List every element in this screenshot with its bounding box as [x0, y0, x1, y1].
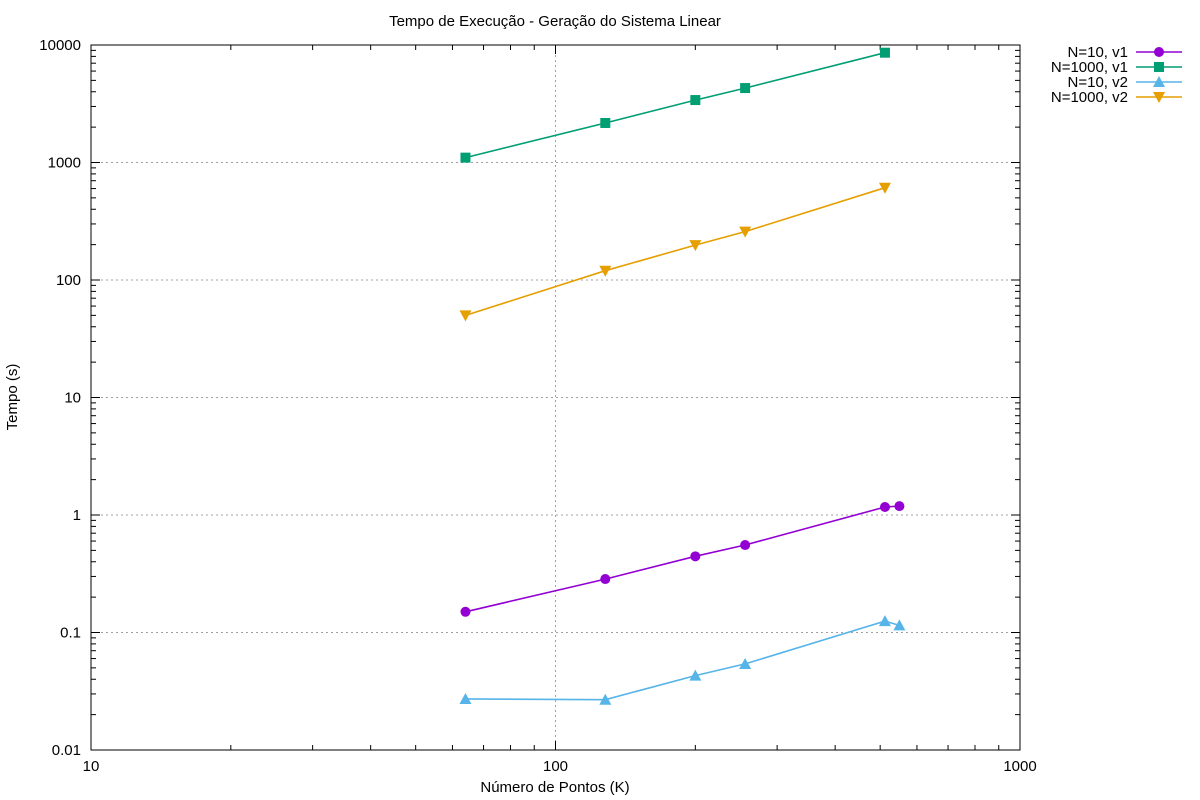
data-point — [894, 501, 905, 512]
data-point — [879, 47, 890, 58]
legend-swatch-marker — [1153, 76, 1165, 87]
y-tick-label: 1000 — [48, 155, 81, 172]
data-point — [459, 692, 472, 704]
x-axis-label: Número de Pontos (K) — [480, 779, 629, 796]
legend-label: N=10, v1 — [1068, 44, 1128, 61]
y-tick-label: 0.1 — [60, 625, 81, 642]
data-point — [739, 226, 752, 238]
legend-item: N=10, v1 — [1068, 44, 1182, 61]
data-point — [879, 501, 890, 512]
legend-swatch-marker — [1153, 92, 1165, 103]
data-point — [460, 152, 471, 163]
data-point — [600, 117, 611, 128]
y-tick-label: 0.01 — [52, 742, 81, 759]
x-tick-label: 10 — [83, 758, 100, 775]
series-3 — [459, 615, 906, 705]
legend-label: N=10, v2 — [1068, 74, 1128, 91]
data-point — [878, 615, 891, 627]
y-tick-label: 100 — [56, 272, 81, 289]
series-4 — [459, 182, 891, 322]
y-axis-label: Tempo (s) — [4, 364, 21, 431]
grid-lines — [91, 45, 1020, 750]
series-line — [465, 51, 886, 159]
data-point — [460, 606, 471, 617]
data-point — [689, 669, 702, 681]
chart-title: Tempo de Execução - Geração do Sistema L… — [389, 13, 721, 30]
x-tick-label: 100 — [543, 758, 568, 775]
series-2 — [460, 47, 890, 163]
data-point — [690, 551, 701, 562]
legend-label: N=1000, v1 — [1051, 59, 1128, 76]
data-point — [599, 265, 612, 277]
series-line — [465, 505, 900, 613]
data-point — [690, 95, 701, 106]
y-tick-label: 1 — [73, 507, 81, 524]
data-point — [878, 182, 891, 194]
data-point — [459, 310, 472, 322]
y-tick-label: 10 — [64, 390, 81, 407]
series-line — [465, 186, 886, 317]
legend: N=10, v1N=1000, v1N=10, v2N=1000, v2 — [1051, 44, 1182, 106]
data-series — [459, 47, 906, 705]
legend-item: N=10, v2 — [1068, 74, 1182, 91]
data-point — [599, 693, 612, 705]
data-point — [740, 540, 751, 551]
y-tick-label: 10000 — [39, 37, 81, 54]
legend-swatch-marker — [1154, 62, 1164, 72]
legend-swatch-marker — [1154, 47, 1164, 57]
legend-item: N=1000, v2 — [1051, 89, 1182, 106]
legend-item: N=1000, v1 — [1051, 59, 1182, 76]
data-point — [600, 574, 611, 585]
plot-frame — [90, 44, 1021, 751]
data-point — [739, 657, 752, 669]
legend-label: N=1000, v2 — [1051, 89, 1128, 106]
x-tick-label: 1000 — [1003, 758, 1036, 775]
axis-ticks: 10 100 1000 0.01 0.1 1 10 100 1000 10000 — [39, 37, 1036, 775]
data-point — [740, 83, 751, 94]
data-point — [689, 240, 702, 252]
series-1 — [460, 501, 905, 617]
data-point — [893, 619, 906, 631]
